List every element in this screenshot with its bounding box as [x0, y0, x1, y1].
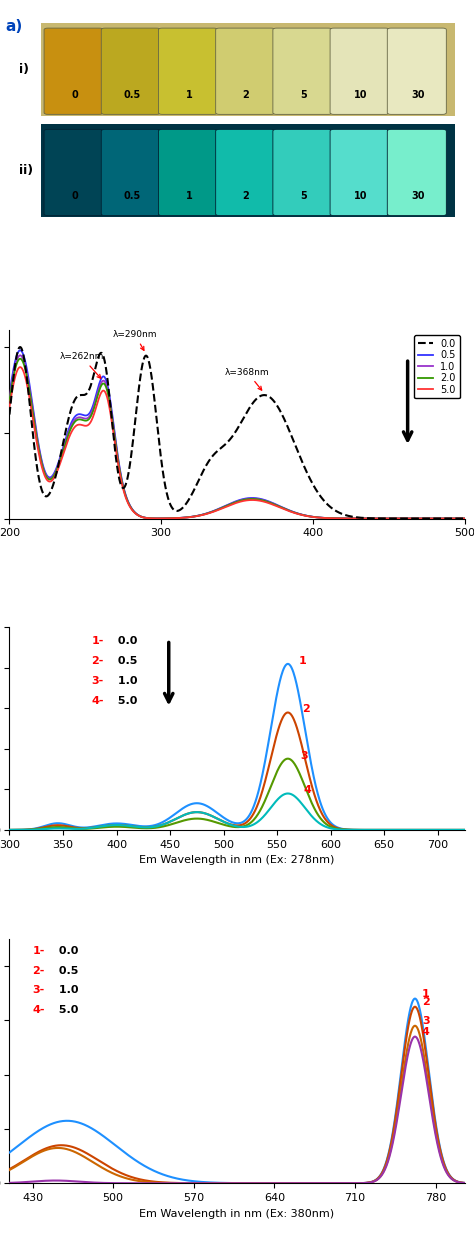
Text: λ=262nm: λ=262nm — [60, 352, 104, 378]
FancyBboxPatch shape — [216, 129, 275, 216]
Text: 1: 1 — [422, 989, 429, 999]
Text: i): i) — [18, 63, 28, 76]
FancyBboxPatch shape — [387, 129, 447, 216]
FancyBboxPatch shape — [216, 28, 275, 114]
FancyBboxPatch shape — [158, 129, 218, 216]
Bar — [41, 22, 456, 115]
Text: 3-: 3- — [32, 985, 45, 995]
Text: 0.0: 0.0 — [55, 947, 78, 957]
Text: ii): ii) — [18, 164, 33, 177]
Text: 4-: 4- — [91, 696, 104, 706]
Text: 2-: 2- — [32, 965, 45, 976]
X-axis label: Em Wavelength in nm (Ex: 278nm): Em Wavelength in nm (Ex: 278nm) — [139, 855, 335, 865]
FancyBboxPatch shape — [330, 28, 389, 114]
Text: 0.5: 0.5 — [55, 965, 78, 976]
FancyBboxPatch shape — [273, 129, 332, 216]
Text: 1.0: 1.0 — [55, 985, 79, 995]
Text: 2: 2 — [243, 89, 249, 99]
X-axis label: Em Wavelength in nm (Ex: 380nm): Em Wavelength in nm (Ex: 380nm) — [139, 1208, 335, 1218]
Text: 2-: 2- — [91, 655, 104, 665]
Text: λ=290nm: λ=290nm — [113, 330, 157, 351]
FancyBboxPatch shape — [387, 28, 447, 114]
FancyBboxPatch shape — [44, 129, 103, 216]
Text: 10: 10 — [354, 191, 367, 201]
Text: 5.0: 5.0 — [114, 696, 137, 706]
Text: 0.5: 0.5 — [114, 655, 137, 665]
Text: 1: 1 — [299, 655, 306, 665]
Text: 5.0: 5.0 — [55, 1005, 78, 1015]
Text: 10: 10 — [354, 89, 367, 99]
Text: 30: 30 — [411, 89, 424, 99]
FancyBboxPatch shape — [44, 28, 103, 114]
Text: 0.5: 0.5 — [123, 191, 140, 201]
Text: 1: 1 — [185, 89, 192, 99]
Text: 1.0: 1.0 — [114, 676, 137, 686]
FancyBboxPatch shape — [330, 129, 389, 216]
Text: 3: 3 — [301, 751, 308, 761]
Bar — [41, 124, 456, 217]
Text: 1-: 1- — [32, 947, 45, 957]
Text: 4: 4 — [304, 786, 312, 795]
Text: 1: 1 — [185, 191, 192, 201]
Text: 1-: 1- — [91, 636, 104, 646]
Text: 30: 30 — [411, 191, 424, 201]
Text: 4-: 4- — [32, 1005, 45, 1015]
Text: 2: 2 — [422, 997, 429, 1007]
Legend: 0.0, 0.5, 1.0, 2.0, 5.0: 0.0, 0.5, 1.0, 2.0, 5.0 — [414, 335, 460, 399]
Text: 2: 2 — [302, 705, 310, 715]
Text: 3: 3 — [422, 1016, 429, 1026]
FancyBboxPatch shape — [101, 129, 160, 216]
Text: 4: 4 — [422, 1027, 430, 1037]
Text: 5: 5 — [300, 191, 307, 201]
Text: 0.0: 0.0 — [114, 636, 137, 646]
FancyBboxPatch shape — [101, 28, 160, 114]
Text: 0: 0 — [71, 191, 78, 201]
Text: a): a) — [5, 19, 22, 33]
Text: 0: 0 — [71, 89, 78, 99]
FancyBboxPatch shape — [158, 28, 218, 114]
Text: λ=368nm: λ=368nm — [225, 368, 270, 390]
Text: 0.5: 0.5 — [123, 89, 140, 99]
Text: 2: 2 — [243, 191, 249, 201]
Text: 3-: 3- — [91, 676, 104, 686]
Text: 5: 5 — [300, 89, 307, 99]
FancyBboxPatch shape — [273, 28, 332, 114]
